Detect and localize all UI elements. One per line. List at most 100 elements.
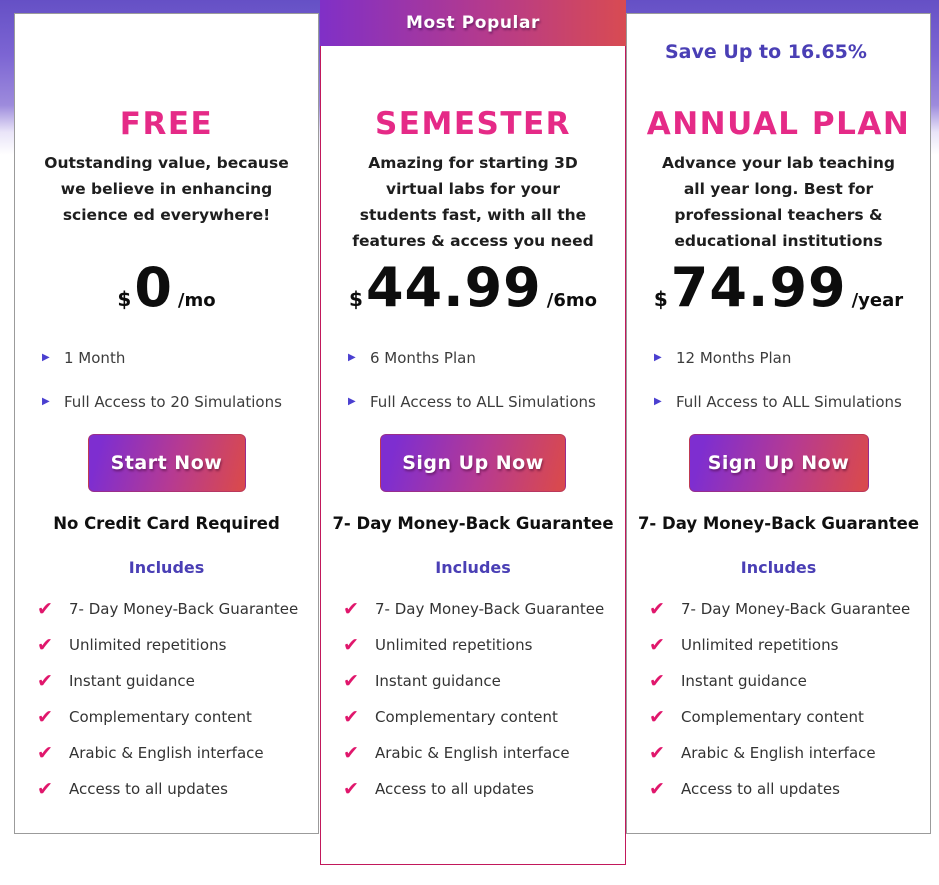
- cta-row: Start Now: [15, 434, 318, 492]
- plan-note: 7- Day Money-Back Guarantee: [637, 514, 920, 533]
- include-item: ✔ Instant guidance: [649, 669, 930, 693]
- check-icon: ✔: [343, 777, 359, 800]
- check-icon: ✔: [649, 741, 665, 764]
- check-icon: ✔: [37, 741, 53, 764]
- include-item: ✔ 7- Day Money-Back Guarantee: [343, 597, 625, 621]
- include-label: Arabic & English interface: [69, 744, 264, 762]
- plan-price: $ 74.99 /year: [627, 256, 930, 320]
- include-item: ✔ Unlimited repetitions: [343, 633, 625, 657]
- feature-item: ▶ Full Access to 20 Simulations: [42, 392, 318, 412]
- include-label: 7- Day Money-Back Guarantee: [681, 600, 911, 618]
- check-icon: ✔: [343, 741, 359, 764]
- cta-row: Sign Up Now: [627, 434, 930, 492]
- includes-list: ✔ 7- Day Money-Back Guarantee ✔ Unlimited r…: [15, 597, 318, 813]
- cta-row: Sign Up Now: [321, 434, 625, 492]
- check-icon: ✔: [649, 597, 665, 620]
- plan-title: FREE: [119, 106, 214, 142]
- include-item: ✔ Complementary content: [649, 705, 930, 729]
- include-label: Complementary content: [681, 708, 864, 726]
- include-item: ✔ Instant guidance: [343, 669, 625, 693]
- check-icon: ✔: [343, 705, 359, 728]
- feature-item: ▶ 1 Month: [42, 348, 318, 368]
- price-period: /mo: [177, 290, 216, 311]
- plan-feature-list: ▶ 6 Months Plan ▶ Full Access to ALL Simula…: [321, 348, 625, 436]
- include-item: ✔ Access to all updates: [343, 777, 625, 801]
- include-item: ✔ Instant guidance: [37, 669, 318, 693]
- includes-heading: Includes: [740, 558, 817, 577]
- check-icon: ✔: [649, 669, 665, 692]
- include-label: Access to all updates: [69, 780, 228, 798]
- include-label: Complementary content: [69, 708, 252, 726]
- include-item: ✔ Access to all updates: [649, 777, 930, 801]
- include-item: ✔ Arabic & English interface: [37, 741, 318, 765]
- triangle-bullet-icon: ▶: [654, 396, 662, 407]
- include-label: 7- Day Money-Back Guarantee: [69, 600, 299, 618]
- include-item: ✔ Arabic & English interface: [343, 741, 625, 765]
- plan-description: Outstanding value, because we believe in…: [44, 154, 289, 224]
- include-label: Access to all updates: [375, 780, 534, 798]
- include-item: ✔ Complementary content: [343, 705, 625, 729]
- plan-description: Amazing for starting 3D virtual labs for…: [352, 154, 594, 250]
- includes-heading: Includes: [128, 558, 205, 577]
- plan-card-annual: Save Up to 16.65% ANNUAL PLAN Advance yo…: [626, 13, 931, 834]
- include-item: ✔ Complementary content: [37, 705, 318, 729]
- check-icon: ✔: [37, 597, 53, 620]
- include-label: Arabic & English interface: [681, 744, 876, 762]
- plan-title: SEMESTER: [374, 106, 572, 142]
- feature-label: Full Access to 20 Simulations: [64, 393, 282, 411]
- triangle-bullet-icon: ▶: [348, 396, 356, 407]
- check-icon: ✔: [343, 597, 359, 620]
- start-now-button[interactable]: Start Now: [87, 434, 246, 492]
- price-amount: 44.99: [365, 256, 542, 319]
- check-icon: ✔: [37, 777, 53, 800]
- plan-price: $ 44.99 /6mo: [321, 256, 625, 320]
- check-icon: ✔: [37, 669, 53, 692]
- price-currency: $: [653, 287, 668, 311]
- most-popular-banner: Most Popular: [320, 0, 626, 46]
- include-item: ✔ Arabic & English interface: [649, 741, 930, 765]
- include-label: Complementary content: [375, 708, 558, 726]
- price-amount: 74.99: [670, 256, 847, 319]
- include-label: Instant guidance: [375, 672, 501, 690]
- includes-list: ✔ 7- Day Money-Back Guarantee ✔ Unlimited r…: [321, 597, 625, 813]
- include-label: Instant guidance: [69, 672, 195, 690]
- plan-feature-list: ▶ 12 Months Plan ▶ Full Access to ALL Simul…: [627, 348, 930, 436]
- feature-label: Full Access to ALL Simulations: [370, 393, 596, 411]
- plan-card-semester: Most Popular SEMESTER Amazing for starti…: [320, 0, 626, 865]
- plan-note: No Credit Card Required: [53, 514, 280, 533]
- plan-description: Advance your lab teaching all year long.…: [662, 154, 895, 250]
- check-icon: ✔: [37, 705, 53, 728]
- plan-title: ANNUAL PLAN: [646, 106, 911, 142]
- sign-up-now-button[interactable]: Sign Up Now: [688, 434, 869, 492]
- feature-item: ▶ 6 Months Plan: [348, 348, 625, 368]
- check-icon: ✔: [649, 705, 665, 728]
- include-item: ✔ Unlimited repetitions: [37, 633, 318, 657]
- triangle-bullet-icon: ▶: [42, 396, 50, 407]
- include-label: Access to all updates: [681, 780, 840, 798]
- include-item: ✔ 7- Day Money-Back Guarantee: [37, 597, 318, 621]
- include-label: Unlimited repetitions: [69, 636, 227, 654]
- include-item: ✔ 7- Day Money-Back Guarantee: [649, 597, 930, 621]
- triangle-bullet-icon: ▶: [42, 352, 50, 363]
- save-note: Save Up to 16.65%: [665, 41, 867, 63]
- plan-note: 7- Day Money-Back Guarantee: [332, 514, 614, 533]
- sign-up-now-button[interactable]: Sign Up Now: [380, 434, 566, 492]
- include-label: Arabic & English interface: [375, 744, 570, 762]
- plan-card-free: FREE Outstanding value, because we belie…: [14, 13, 319, 834]
- include-item: ✔ Access to all updates: [37, 777, 318, 801]
- price-currency: $: [349, 287, 363, 311]
- check-icon: ✔: [649, 633, 665, 656]
- price-currency: $: [117, 287, 132, 311]
- check-icon: ✔: [343, 633, 359, 656]
- plan-feature-list: ▶ 1 Month ▶ Full Access to 20 Simulations: [15, 348, 318, 436]
- includes-heading: Includes: [435, 558, 511, 577]
- feature-item: ▶ Full Access to ALL Simulations: [654, 392, 930, 412]
- price-period: /6mo: [546, 290, 597, 311]
- include-item: ✔ Unlimited repetitions: [649, 633, 930, 657]
- triangle-bullet-icon: ▶: [348, 352, 356, 363]
- plan-price: $ 0 /mo: [15, 256, 318, 320]
- feature-label: 6 Months Plan: [370, 349, 476, 367]
- include-label: Instant guidance: [681, 672, 807, 690]
- feature-item: ▶ 12 Months Plan: [654, 348, 930, 368]
